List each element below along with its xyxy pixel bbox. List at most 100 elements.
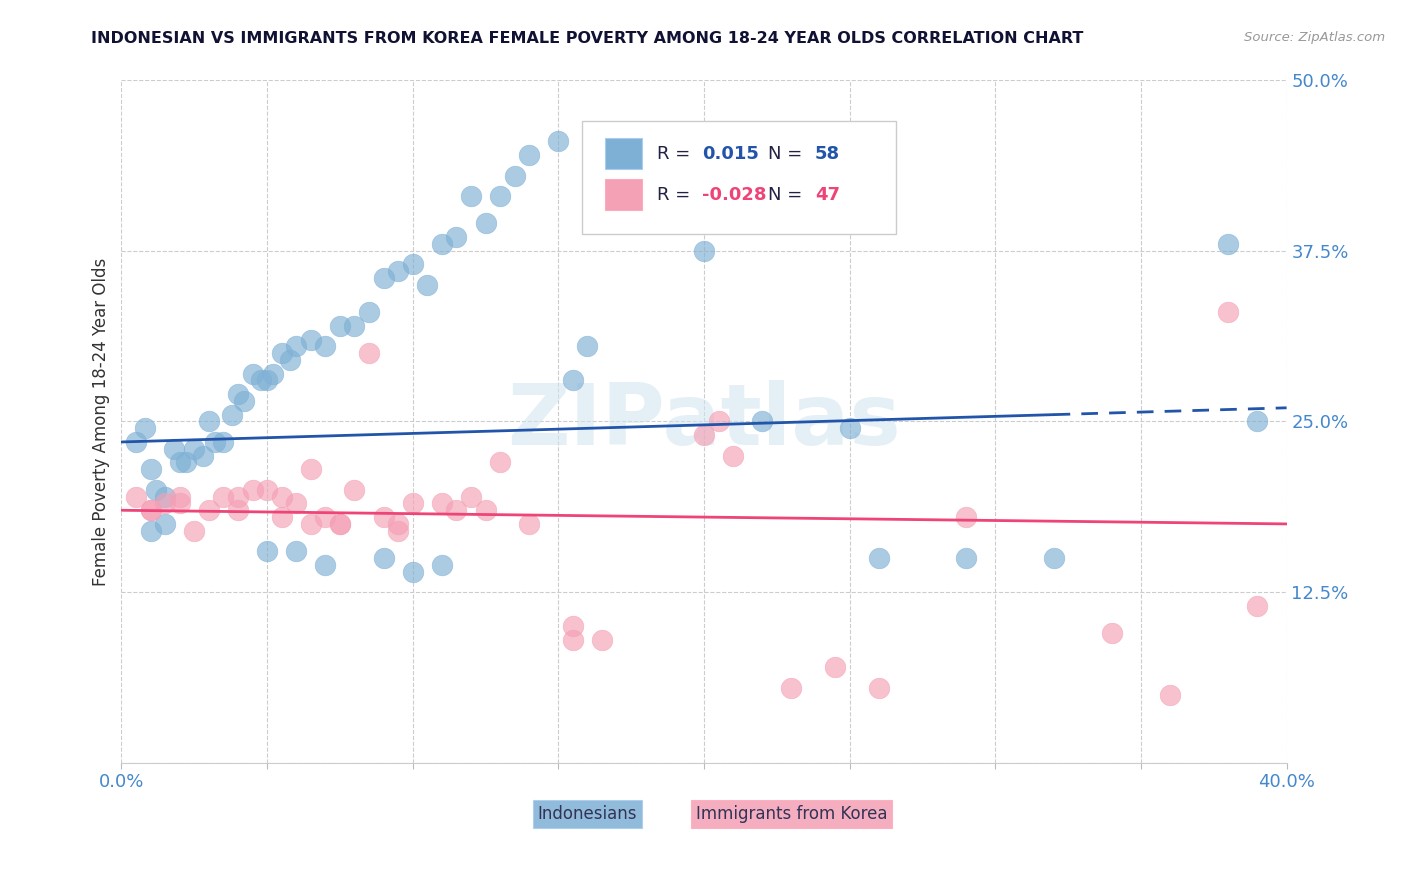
- Point: [693, 244, 716, 258]
- Point: [955, 551, 977, 566]
- Point: [153, 516, 176, 531]
- Point: [591, 633, 613, 648]
- Point: [343, 318, 366, 333]
- Point: [285, 339, 308, 353]
- Point: [416, 277, 439, 292]
- Point: [868, 681, 890, 695]
- Point: [280, 353, 302, 368]
- Point: [270, 510, 292, 524]
- Point: [125, 490, 148, 504]
- Text: 47: 47: [814, 186, 839, 203]
- Point: [1218, 305, 1240, 319]
- Point: [561, 374, 583, 388]
- Point: [139, 503, 162, 517]
- Point: [357, 305, 380, 319]
- Point: [198, 503, 221, 517]
- Point: [1101, 626, 1123, 640]
- Point: [242, 483, 264, 497]
- Point: [139, 462, 162, 476]
- Point: [232, 394, 254, 409]
- Text: R =: R =: [658, 186, 690, 203]
- Point: [314, 339, 336, 353]
- Point: [373, 551, 395, 566]
- Point: [153, 496, 176, 510]
- Point: [169, 455, 191, 469]
- Point: [139, 503, 162, 517]
- Text: 0.015: 0.015: [702, 145, 759, 162]
- Text: N =: N =: [768, 145, 803, 162]
- Point: [221, 408, 243, 422]
- Point: [153, 490, 176, 504]
- Point: [446, 230, 468, 244]
- Point: [134, 421, 156, 435]
- Point: [198, 415, 221, 429]
- Text: R =: R =: [658, 145, 690, 162]
- Point: [402, 257, 425, 271]
- Point: [343, 483, 366, 497]
- Point: [576, 339, 599, 353]
- Point: [693, 428, 716, 442]
- Point: [329, 318, 352, 333]
- Point: [402, 496, 425, 510]
- FancyBboxPatch shape: [582, 121, 896, 234]
- Point: [489, 189, 512, 203]
- Point: [868, 551, 890, 566]
- Point: [226, 490, 249, 504]
- Point: [242, 367, 264, 381]
- Text: INDONESIAN VS IMMIGRANTS FROM KOREA FEMALE POVERTY AMONG 18-24 YEAR OLDS CORRELA: INDONESIAN VS IMMIGRANTS FROM KOREA FEMA…: [91, 31, 1084, 46]
- Point: [285, 544, 308, 558]
- Y-axis label: Female Poverty Among 18-24 Year Olds: Female Poverty Among 18-24 Year Olds: [93, 258, 110, 586]
- Point: [503, 169, 526, 183]
- Text: -0.028: -0.028: [702, 186, 766, 203]
- Point: [212, 434, 235, 449]
- Point: [270, 490, 292, 504]
- Point: [561, 633, 583, 648]
- Point: [446, 503, 468, 517]
- Text: Indonesians: Indonesians: [537, 805, 637, 823]
- Point: [191, 449, 214, 463]
- Point: [183, 524, 205, 538]
- Point: [387, 524, 409, 538]
- Point: [270, 346, 292, 360]
- Point: [169, 496, 191, 510]
- Point: [430, 558, 453, 572]
- Point: [183, 442, 205, 456]
- Point: [373, 271, 395, 285]
- Point: [517, 516, 540, 531]
- Point: [256, 544, 278, 558]
- Text: N =: N =: [768, 186, 803, 203]
- Point: [387, 516, 409, 531]
- Point: [373, 510, 395, 524]
- Point: [226, 503, 249, 517]
- Point: [299, 516, 322, 531]
- Point: [314, 510, 336, 524]
- Point: [474, 503, 496, 517]
- Point: [329, 516, 352, 531]
- Point: [262, 367, 284, 381]
- Point: [1218, 236, 1240, 251]
- Point: [460, 490, 482, 504]
- Point: [145, 483, 167, 497]
- Point: [357, 346, 380, 360]
- Point: [299, 333, 322, 347]
- Point: [955, 510, 977, 524]
- Point: [1246, 415, 1268, 429]
- Point: [430, 496, 453, 510]
- Point: [169, 490, 191, 504]
- Point: [460, 189, 482, 203]
- Point: [707, 415, 730, 429]
- Point: [489, 455, 512, 469]
- Point: [204, 434, 226, 449]
- Text: ZIPatlas: ZIPatlas: [508, 380, 901, 463]
- Point: [430, 236, 453, 251]
- Text: Source: ZipAtlas.com: Source: ZipAtlas.com: [1244, 31, 1385, 45]
- Point: [721, 449, 744, 463]
- Point: [824, 660, 846, 674]
- Point: [125, 434, 148, 449]
- Point: [402, 565, 425, 579]
- Point: [256, 483, 278, 497]
- Point: [561, 619, 583, 633]
- Bar: [605, 179, 643, 210]
- Point: [212, 490, 235, 504]
- Point: [139, 524, 162, 538]
